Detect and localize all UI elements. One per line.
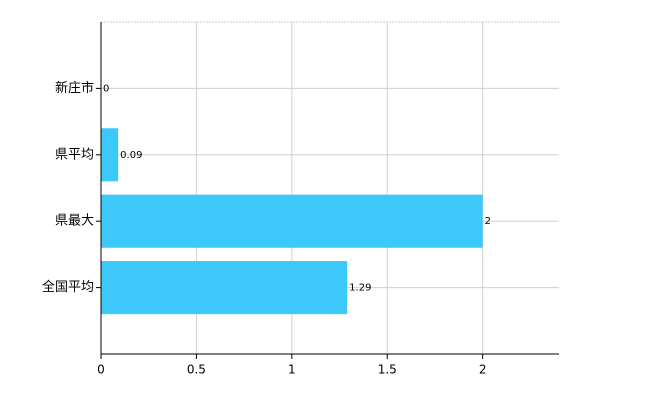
- y-tick-label: 県平均: [55, 147, 94, 162]
- value-label: 1.29: [349, 283, 371, 294]
- bar: [101, 194, 483, 248]
- x-tick-label: 1.5: [378, 363, 397, 377]
- x-tick-label: 2: [479, 363, 487, 377]
- x-tick-label: 0.5: [187, 363, 206, 377]
- x-tick-label: 0: [97, 363, 105, 377]
- y-tick-label: 新庄市: [55, 80, 94, 96]
- bar: [101, 261, 348, 315]
- bar: [101, 128, 119, 182]
- x-tick-label: 1: [288, 363, 296, 377]
- value-label: 0: [103, 83, 109, 94]
- y-tick-label: 全国平均: [42, 279, 94, 295]
- y-tick-label: 県最大: [55, 214, 94, 229]
- value-label: 2: [485, 216, 491, 227]
- value-label: 0.09: [120, 150, 142, 161]
